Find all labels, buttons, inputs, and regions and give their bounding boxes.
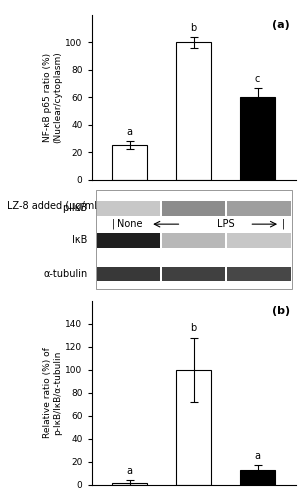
Bar [228,266,291,281]
Text: a: a [127,466,133,476]
Y-axis label: NF-κB p65 ratio (%)
(Nuclear/cytoplasm): NF-κB p65 ratio (%) (Nuclear/cytoplasm) [43,52,63,143]
Bar [176,370,211,485]
Bar [228,201,291,216]
Bar [240,98,275,180]
Text: 5: 5 [254,201,261,211]
Text: |: | [112,219,115,230]
Bar [228,233,291,248]
Text: LPS: LPS [217,219,235,229]
Bar [112,146,147,180]
Text: None: None [181,201,206,211]
Bar [97,233,160,248]
Text: p-IκB: p-IκB [62,204,88,214]
Text: b: b [191,23,197,33]
Bar [162,266,225,281]
Text: (a): (a) [272,20,290,30]
Text: α-tubulin: α-tubulin [43,269,88,279]
Text: c: c [255,74,260,84]
Text: IκB: IκB [72,235,88,245]
Text: None: None [117,201,142,211]
Bar [97,201,160,216]
Bar [97,266,160,281]
Text: None: None [117,219,142,229]
Y-axis label: Relative ratio (%) of
p-IκB/IκB/α-tubulin: Relative ratio (%) of p-IκB/IκB/α-tubuli… [43,348,63,438]
Text: a: a [255,451,260,461]
Bar [162,233,225,248]
Bar [176,42,211,179]
Bar [162,201,225,216]
Bar [240,470,275,485]
Text: b: b [191,323,197,333]
Bar [112,482,147,485]
Text: |: | [282,219,285,230]
Text: a: a [127,127,133,137]
Text: LZ-8 added (μg/mL) →: LZ-8 added (μg/mL) → [7,201,115,211]
Text: (b): (b) [271,306,290,316]
